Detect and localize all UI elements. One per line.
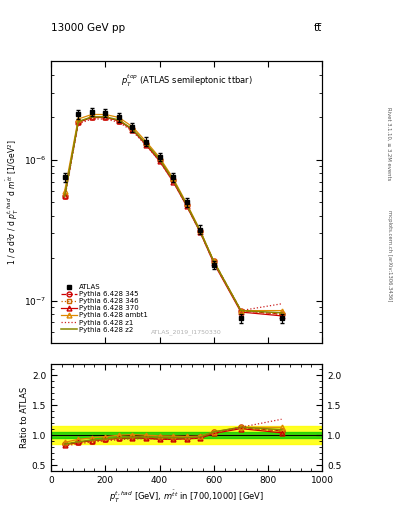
Text: tt̅: tt̅ bbox=[314, 23, 322, 33]
Y-axis label: 1 / $\sigma$ d$^2\!\sigma$ / d $p_T^{t,had}$ d $m^{\bar{t}t}$ [1/GeV$^2$]: 1 / $\sigma$ d$^2\!\sigma$ / d $p_T^{t,h… bbox=[5, 140, 21, 265]
X-axis label: $p_T^{t,had}$ [GeV], $m^{\bar{t}t}$ in [700,1000] [GeV]: $p_T^{t,had}$ [GeV], $m^{\bar{t}t}$ in [… bbox=[109, 489, 264, 505]
Text: ATLAS_2019_I1750330: ATLAS_2019_I1750330 bbox=[151, 329, 222, 335]
Text: mcplots.cern.ch [arXiv:1306.3436]: mcplots.cern.ch [arXiv:1306.3436] bbox=[387, 210, 391, 302]
Bar bbox=[51, 426, 322, 444]
Text: Rivet 3.1.10, ≥ 3.2M events: Rivet 3.1.10, ≥ 3.2M events bbox=[387, 106, 391, 180]
Text: 13000 GeV pp: 13000 GeV pp bbox=[51, 23, 125, 33]
Legend: ATLAS, Pythia 6.428 345, Pythia 6.428 346, Pythia 6.428 370, Pythia 6.428 ambt1,: ATLAS, Pythia 6.428 345, Pythia 6.428 34… bbox=[60, 283, 150, 334]
Text: $p_T^{top}$ (ATLAS semileptonic ttbar): $p_T^{top}$ (ATLAS semileptonic ttbar) bbox=[121, 73, 253, 89]
Bar bbox=[51, 432, 322, 438]
Y-axis label: Ratio to ATLAS: Ratio to ATLAS bbox=[20, 387, 29, 448]
